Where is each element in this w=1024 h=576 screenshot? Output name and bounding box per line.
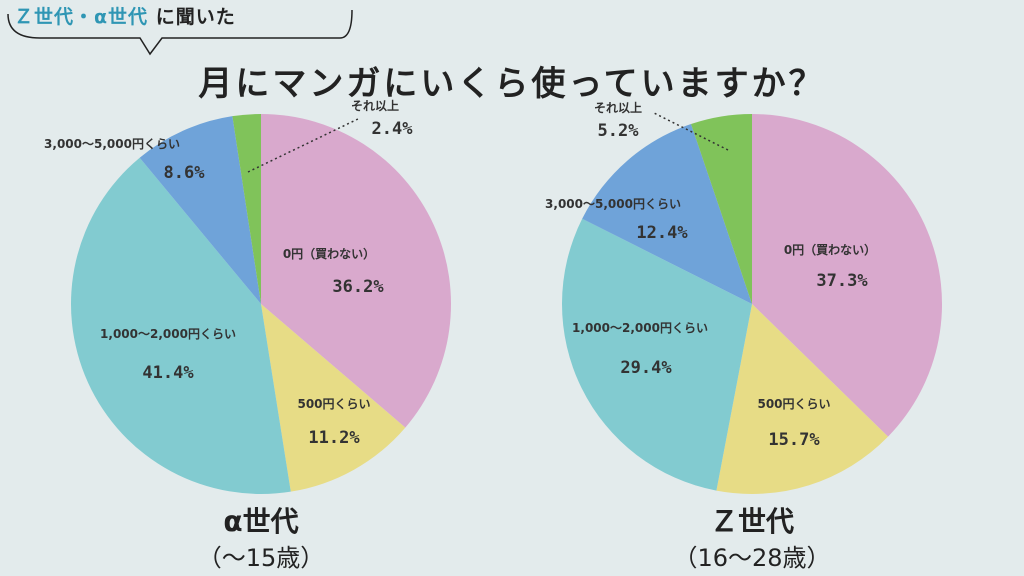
- alpha-slice-2: [71, 157, 291, 495]
- alpha-slice-value-1: 11.2%: [308, 428, 360, 448]
- tag-underline: [7, 9, 353, 56]
- z-slice-4: [691, 114, 752, 304]
- alpha-slice-value-4: 2.4%: [372, 119, 414, 139]
- survey-tag-suffix: に聞いた: [155, 6, 236, 28]
- page-title: 月にマンガにいくら使っていますか？: [198, 64, 826, 104]
- alpha-gen-name: α世代: [223, 505, 299, 538]
- alpha-slice-value-3: 8.6%: [164, 163, 206, 183]
- z-gen-range: （16〜28歳）: [673, 544, 831, 572]
- alpha-slice-value-0: 36.2%: [332, 277, 384, 297]
- alpha-slice-label-3: 3,000〜5,000円くらい: [44, 137, 180, 151]
- z-slice-1: [716, 304, 889, 495]
- alpha-leader-line: [247, 117, 361, 173]
- alpha-slice-4: [232, 114, 261, 304]
- z-gen-name: Ｚ世代: [709, 505, 794, 538]
- z-slice-value-0: 37.3%: [816, 271, 868, 291]
- alpha-slice-0: [261, 114, 452, 428]
- z-leader-line: [651, 111, 729, 151]
- alpha-slice-1: [261, 304, 406, 492]
- z-slice-value-4: 5.2%: [598, 121, 640, 141]
- z-slice-value-2: 29.4%: [620, 358, 672, 378]
- z-slice-label-4: それ以上: [594, 100, 642, 115]
- survey-tag: Ｚ世代・α世代 に聞いた: [14, 2, 236, 29]
- z-slice-3: [582, 124, 752, 304]
- alpha-gen-range: （〜15歳）: [197, 544, 325, 572]
- alpha-slice-label-4: それ以上: [351, 98, 399, 113]
- z-slice-0: [752, 114, 942, 437]
- z-slice-value-1: 15.7%: [768, 430, 820, 450]
- alpha-slice-3: [139, 116, 261, 305]
- z-slice-label-2: 1,000〜2,000円くらい: [572, 321, 708, 335]
- z-slice-label-1: 500円くらい: [757, 397, 830, 411]
- alpha-slice-label-0: 0円（買わない）: [283, 246, 375, 261]
- z-slice-2: [562, 218, 752, 491]
- alpha-slice-value-2: 41.4%: [142, 363, 194, 383]
- alpha-slice-label-1: 500円くらい: [297, 397, 370, 411]
- z-slice-label-3: 3,000〜5,000円くらい: [545, 197, 681, 211]
- survey-tag-generations: Ｚ世代・α世代: [14, 6, 149, 28]
- z-slice-label-0: 0円（買わない）: [784, 242, 876, 257]
- alpha-slice-label-2: 1,000〜2,000円くらい: [100, 327, 236, 341]
- z-slice-value-3: 12.4%: [636, 223, 688, 243]
